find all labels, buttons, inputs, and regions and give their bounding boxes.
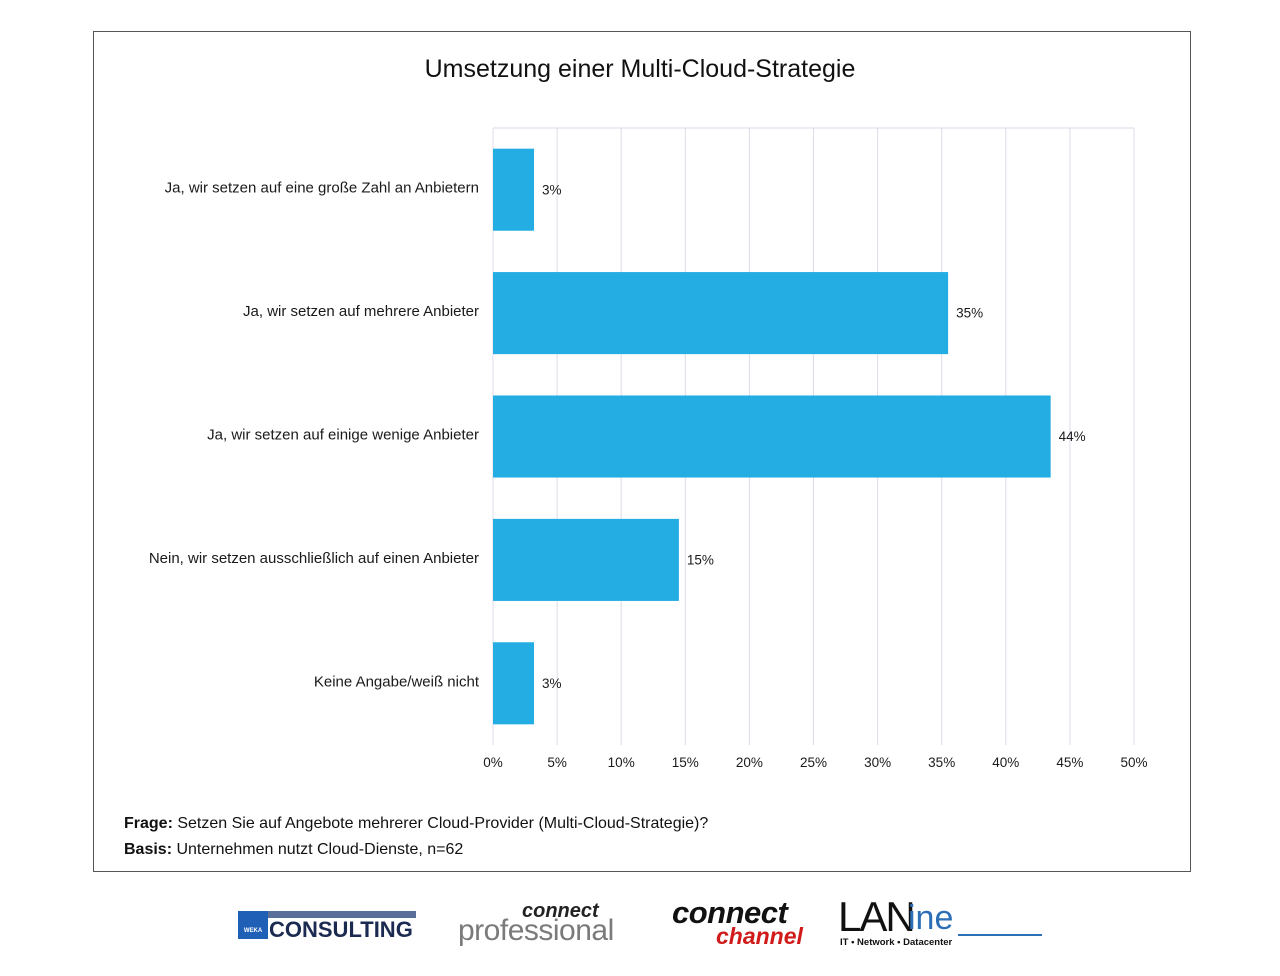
bar [493, 148, 535, 231]
bar [493, 642, 535, 725]
x-tick-label: 30% [864, 755, 891, 770]
category-label: Keine Angabe/weiß nicht [314, 673, 480, 690]
data-label: 44% [1059, 429, 1086, 444]
weka-consulting-logo: WEKA CONSULTING [238, 911, 416, 942]
bar [493, 272, 949, 355]
chart-title: Umsetzung einer Multi-Cloud-Strategie [424, 55, 856, 83]
data-label: 3% [542, 676, 562, 691]
x-tick-label: 10% [608, 755, 635, 770]
publisher-logos: WEKA CONSULTING connect professional con… [0, 893, 1280, 955]
x-tick-label: 35% [928, 755, 955, 770]
bar [493, 518, 679, 601]
bar [493, 395, 1051, 478]
x-tick-label: 15% [672, 755, 699, 770]
data-label: 15% [687, 552, 714, 567]
category-label: Ja, wir setzen auf einige wenige Anbiete… [207, 426, 479, 443]
category-label: Ja, wir setzen auf eine große Zahl an An… [165, 180, 479, 197]
data-label: 3% [542, 182, 562, 197]
connect-professional-logo: connect professional [458, 900, 614, 947]
connect-channel-logo: connect channel [672, 895, 803, 949]
footnote-basis: Basis: Unternehmen nutzt Cloud-Dienste, … [124, 841, 464, 858]
category-label: Nein, wir setzen ausschließlich auf eine… [149, 550, 479, 567]
footnote: Frage: Setzen Sie auf Angebote mehrerer … [124, 811, 708, 863]
x-tick-label: 25% [800, 755, 827, 770]
x-tick-label: 40% [992, 755, 1019, 770]
x-tick-label: 5% [547, 755, 567, 770]
category-label: Ja, wir setzen auf mehrere Anbieter [243, 303, 479, 320]
x-tick-label: 50% [1120, 755, 1147, 770]
lanline-logo: LAN ine IT • Network • Datacenter [838, 893, 1043, 951]
x-tick-label: 20% [736, 755, 763, 770]
footnote-question: Frage: Setzen Sie auf Angebote mehrerer … [124, 815, 709, 832]
x-tick-label: 45% [1056, 755, 1083, 770]
data-label: 35% [956, 306, 983, 321]
x-tick-label: 0% [483, 755, 503, 770]
